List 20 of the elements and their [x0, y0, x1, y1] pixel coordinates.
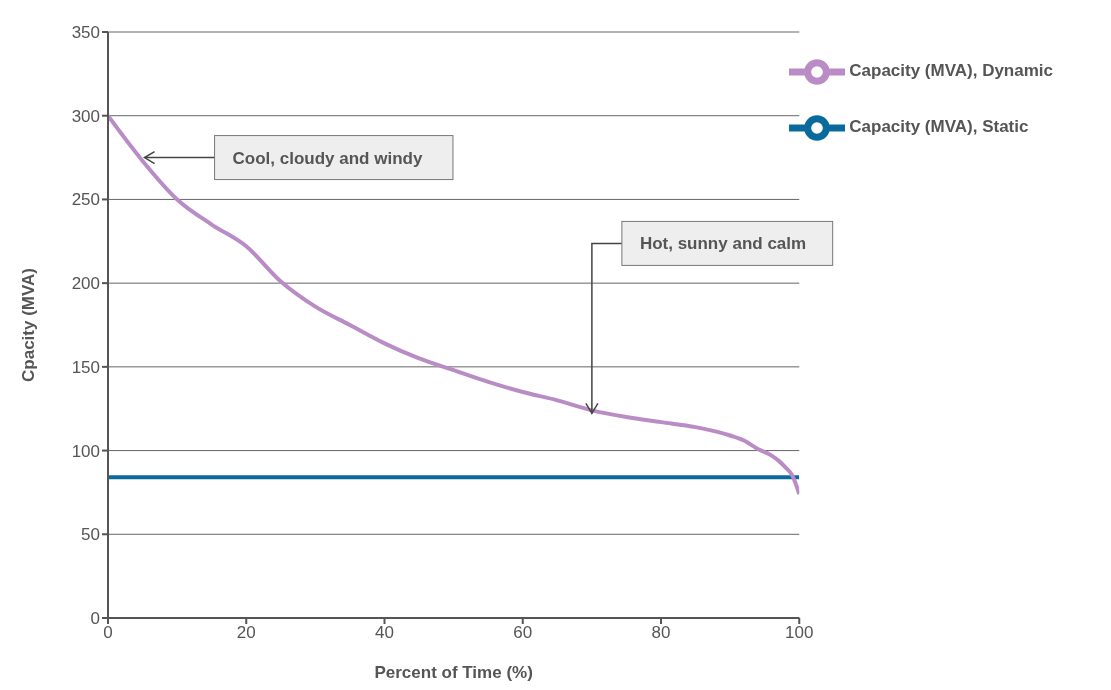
y-tick-label: 250 — [71, 190, 100, 210]
x-tick-label: 20 — [236, 623, 256, 643]
annotation: Cool, cloudy and windy — [232, 148, 423, 168]
y-tick-label: 100 — [71, 441, 100, 461]
legend-label: Capacity (MVA), Dynamic — [849, 61, 1053, 81]
y-tick-label: 350 — [71, 23, 100, 43]
y-axis-title: Cpacity (MVA) — [19, 268, 39, 382]
x-tick-label: 80 — [651, 623, 671, 643]
y-tick-label: 300 — [71, 106, 100, 126]
y-tick-label: 150 — [71, 357, 100, 377]
legend-label: Capacity (MVA), Static — [849, 117, 1029, 137]
y-tick-label: 50 — [81, 525, 100, 545]
x-tick-label: 60 — [513, 623, 533, 643]
annotation: Hot, sunny and calm — [639, 234, 807, 254]
x-tick-label: 0 — [103, 623, 113, 643]
x-axis-title: Percent of Time (%) — [374, 663, 533, 682]
y-tick-label: 200 — [71, 274, 100, 294]
y-tick-label: 0 — [90, 609, 100, 629]
x-tick-label: 100 — [785, 623, 814, 643]
x-tick-label: 40 — [375, 623, 394, 643]
